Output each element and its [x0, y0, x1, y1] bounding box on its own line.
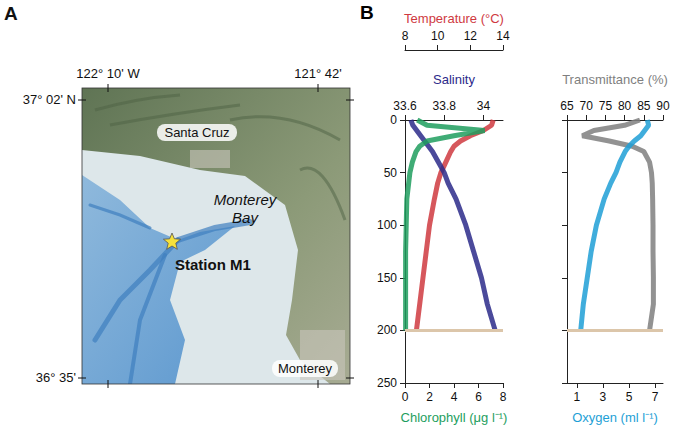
svg-text:65: 65 — [560, 99, 574, 113]
svg-text:90: 90 — [656, 99, 670, 113]
svg-text:Temperature (°C): Temperature (°C) — [404, 11, 504, 26]
svg-text:Salinity: Salinity — [433, 72, 475, 87]
svg-text:14: 14 — [496, 29, 510, 43]
svg-text:A: A — [4, 3, 18, 24]
svg-text:70: 70 — [580, 99, 594, 113]
svg-text:Oxygen (ml l⁻¹): Oxygen (ml l⁻¹) — [572, 410, 658, 425]
svg-text:3: 3 — [600, 390, 607, 404]
svg-text:Station M1: Station M1 — [175, 256, 251, 273]
svg-text:5: 5 — [626, 390, 633, 404]
svg-text:250: 250 — [377, 376, 397, 390]
svg-text:33.6: 33.6 — [393, 99, 417, 113]
svg-text:37° 02' N: 37° 02' N — [23, 92, 76, 107]
svg-text:122° 10' W: 122° 10' W — [76, 66, 140, 81]
svg-text:Santa Cruz: Santa Cruz — [164, 125, 229, 140]
svg-text:50: 50 — [384, 166, 398, 180]
svg-text:0: 0 — [390, 113, 397, 127]
svg-text:10: 10 — [431, 29, 445, 43]
svg-text:36° 35': 36° 35' — [36, 370, 76, 385]
svg-text:Monterey: Monterey — [214, 191, 278, 208]
svg-text:1: 1 — [573, 390, 580, 404]
svg-text:8: 8 — [500, 390, 507, 404]
svg-text:12: 12 — [464, 29, 478, 43]
svg-text:Transmittance (%): Transmittance (%) — [562, 72, 668, 87]
svg-text:121° 42': 121° 42' — [294, 66, 341, 81]
svg-text:85: 85 — [637, 99, 651, 113]
svg-text:33.8: 33.8 — [433, 99, 457, 113]
html-text:B: B — [360, 2, 374, 23]
svg-text:0: 0 — [402, 390, 409, 404]
svg-text:34: 34 — [477, 99, 491, 113]
svg-text:8: 8 — [402, 29, 409, 43]
svg-text:6: 6 — [475, 390, 482, 404]
svg-text:Bay: Bay — [232, 209, 259, 226]
svg-text:75: 75 — [599, 99, 613, 113]
svg-text:150: 150 — [377, 271, 397, 285]
svg-text:4: 4 — [451, 390, 458, 404]
svg-text:Chlorophyll (μg l⁻¹): Chlorophyll (μg l⁻¹) — [401, 410, 508, 425]
svg-text:Monterey: Monterey — [278, 361, 333, 376]
svg-text:80: 80 — [618, 99, 632, 113]
svg-text:100: 100 — [377, 218, 397, 232]
svg-text:2: 2 — [426, 390, 433, 404]
svg-text:200: 200 — [377, 323, 397, 337]
svg-text:7: 7 — [652, 390, 659, 404]
